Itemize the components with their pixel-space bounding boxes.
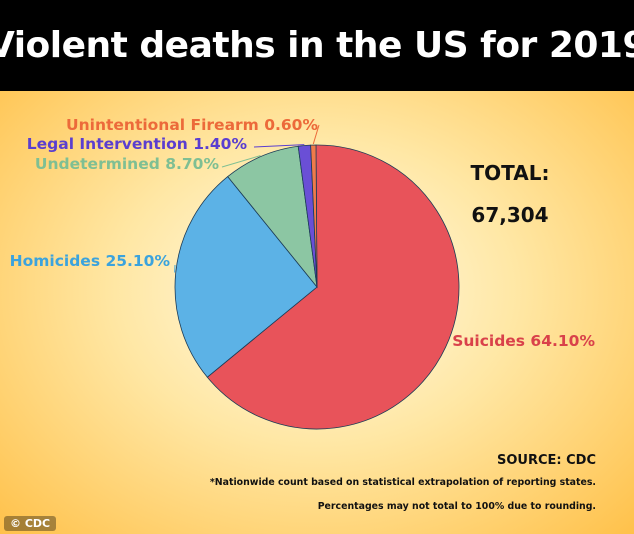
pie-slice-homicides [174,176,318,378]
leader-line-unintentional-firearm [312,124,320,145]
chart-title: Violent deaths in the US for 2019 [0,25,634,66]
label-homicides: Homicides 25.10% [10,252,171,270]
label-suicides: Suicides 64.10% [452,332,595,350]
label-legal-intervention: Legal Intervention 1.40% [27,135,248,153]
total-value: 67,304 [471,203,548,227]
label-unintentional-firearm: Unintentional Firearm 0.60% [66,116,318,134]
label-undetermined: Undetermined 8.70% [35,155,220,173]
pie-slice-suicides [206,144,460,430]
slice-labels: Suicides 64.10% Homicides 25.10% Undetermi… [10,116,596,350]
pie-slice-unintentional-firearm [310,144,318,288]
leader-line-legal-intervention [253,144,305,148]
title-bar: Violent deaths in the US for 2019 [0,0,634,91]
image-credit: © CDC [4,516,57,531]
leader-lines [174,124,320,273]
footnote-rounding: Percentages may not total to 100% due to… [318,501,596,512]
total-label: TOTAL: [471,161,550,185]
footnote-extrapolation: *Nationwide count based on statistical e… [210,477,596,488]
source-note: SOURCE: CDC [497,453,596,468]
leader-line-undetermined [221,155,261,168]
pie-slices [174,144,460,430]
